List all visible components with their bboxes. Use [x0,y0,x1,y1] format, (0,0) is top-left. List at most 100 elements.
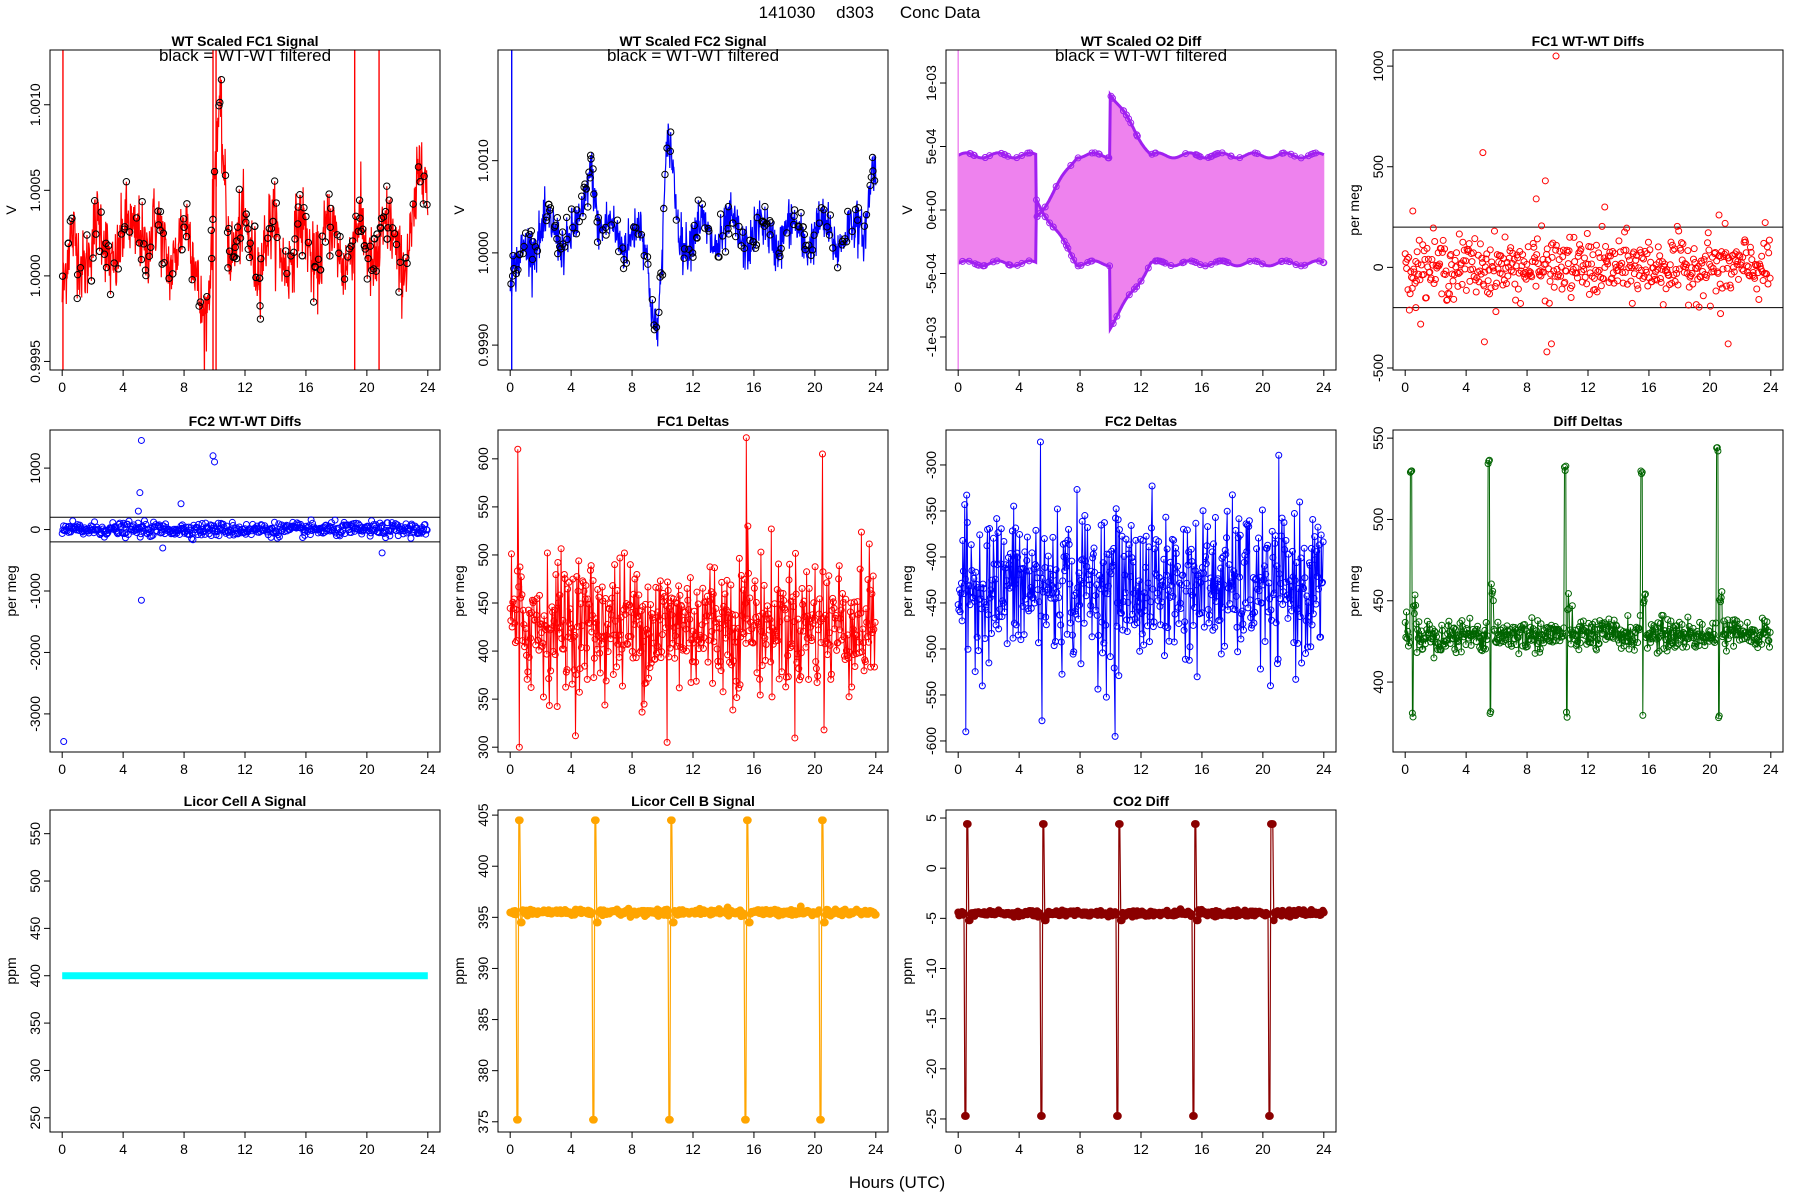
licor-point [666,1115,674,1124]
delta-point [1027,604,1035,612]
delta-point [1736,620,1744,628]
delta-point [848,683,856,691]
delta-point [1205,619,1213,627]
delta-point [773,628,781,636]
delta-point [1253,545,1261,553]
delta-point [862,605,870,613]
delta-point [598,640,606,648]
y-tick-label: 1.0000 [27,254,43,297]
delta-point [1679,643,1687,651]
y-axis-label: per meg [451,565,467,616]
delta-point [715,615,723,623]
filtered-point [114,265,122,273]
delta-point [724,651,732,659]
delta-point [1102,621,1110,629]
delta-point [1211,623,1219,631]
delta-point [823,579,831,587]
delta-point [686,574,694,582]
filtered-point [215,102,223,110]
delta-point [1149,623,1157,631]
diff-point [1638,254,1646,262]
delta-point [966,601,974,609]
delta-point [1199,507,1207,515]
delta-point [671,654,679,662]
delta-point [1452,649,1460,657]
delta-point [805,675,813,683]
delta-point [763,602,771,610]
delta-point [590,674,598,682]
filtered-point [820,205,828,214]
delta-point [1048,581,1056,589]
delta-point [814,626,822,634]
signal-line [509,123,877,347]
delta-point [1145,638,1153,646]
delta-point [861,658,869,666]
delta-point [784,673,792,681]
diff-point [1687,272,1695,280]
filtered-point [1297,154,1305,162]
delta-point [1494,618,1502,626]
delta-point [1119,598,1127,606]
filtered-point [210,167,219,176]
filtered-point [256,302,264,310]
delta-point [1309,516,1317,524]
diff-point [1549,239,1557,247]
filtered-point [1070,256,1078,264]
delta-point [1102,693,1110,701]
licor-point [513,1115,522,1124]
delta-point [795,676,803,684]
delta-point [1402,608,1410,616]
diff-point [1415,236,1423,244]
delta-point [1136,647,1144,655]
diff-point [1706,302,1714,310]
diff-point [1427,274,1435,282]
filtered-point [1287,150,1295,158]
delta-point [1481,626,1489,634]
delta-point [585,600,593,608]
filtered-point [377,214,386,223]
x-tick-label: 8 [180,379,188,395]
filtered-point [373,230,381,238]
filtered-point [1253,258,1261,266]
diff-point [1604,260,1612,268]
delta-point [1319,538,1327,546]
delta-point [1050,571,1058,579]
delta-point [1609,634,1617,642]
delta-point [1318,579,1326,587]
licor-point [1039,820,1048,828]
delta-point [656,577,664,585]
diff-point [1560,279,1568,287]
delta-point [1238,610,1246,618]
delta-point [1066,580,1074,588]
delta-point [797,673,805,681]
x-tick-label: 16 [298,1141,314,1157]
delta-point [1298,659,1306,667]
y-tick-label: 1000 [27,452,43,483]
delta-point [1718,588,1726,596]
filtered-point [138,197,146,206]
diff-point [1738,265,1746,273]
delta-point [661,612,669,620]
delta-point [1625,645,1633,653]
y-tick-label: 450 [27,916,43,940]
y-tick-label: 400 [475,639,491,663]
diff-point [1585,290,1593,298]
filtered-point [656,273,664,281]
delta-point [1301,574,1309,582]
delta-point [1067,608,1075,616]
diff-point [1584,260,1592,268]
y-tick-label: 1.0010 [475,139,491,182]
licor-point [591,816,600,825]
delta-point [652,583,660,591]
diff-point [1548,253,1556,261]
delta-point [1292,675,1300,683]
delta-point [1110,664,1118,672]
delta-point [1042,613,1050,621]
delta-point [1032,526,1040,534]
diff-point [1472,288,1480,296]
delta-point [1655,634,1663,642]
x-tick-label: 12 [685,761,701,777]
filtered-point [132,214,141,222]
panel-title: FC2 WT-WT Diffs [189,413,302,429]
delta-point [547,624,555,632]
